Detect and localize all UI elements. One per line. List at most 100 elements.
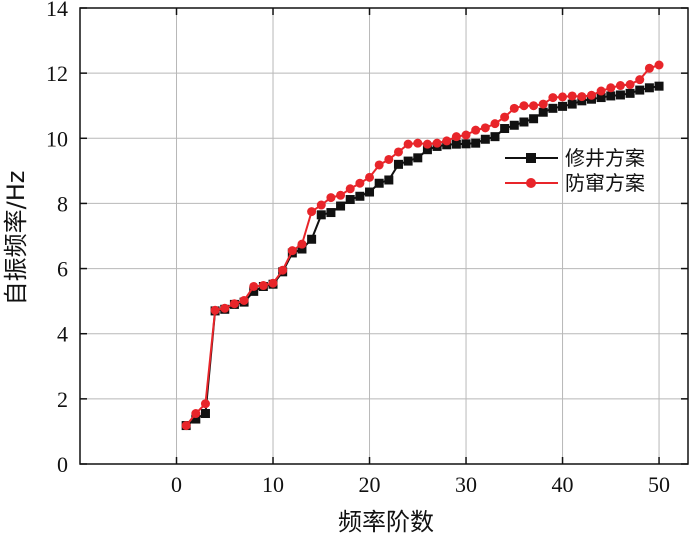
data-point [249,286,259,296]
data-point [336,190,346,200]
data-point [635,75,645,85]
data-point [644,83,654,93]
data-point [538,99,548,109]
data-point [297,244,307,254]
data-point [625,80,635,90]
x-tick-label: 10 [262,472,284,497]
data-point [606,91,616,101]
data-point [577,92,587,102]
legend-marker-series-2 [526,178,536,188]
data-point [558,92,568,102]
data-point [615,81,625,91]
data-point [480,134,490,144]
data-point [374,178,384,188]
y-axis-title: 自振频率/Hz [2,171,30,306]
data-point [297,239,307,249]
y-tick-labels: 0 2 4 6 8 10 12 14 [46,0,68,477]
series-line [185,85,660,427]
data-point [451,132,461,142]
data-point [490,119,500,129]
data-point [200,399,210,409]
data-point [374,160,384,170]
legend-label-series-1: 修井方案 [565,146,645,170]
data-point [249,281,259,291]
data-point [307,234,317,244]
x-tick-labels: 0 10 20 30 40 50 [171,472,670,497]
data-point [471,125,481,135]
legend-marker-series-1 [526,153,536,163]
data-point [471,138,481,148]
data-point [596,93,606,103]
data-point [200,409,210,419]
data-point [422,145,432,155]
data-point [529,101,539,111]
data-point [316,200,326,210]
data-point [355,191,365,201]
data-point [268,278,278,288]
data-point [413,153,423,163]
data-point [558,101,568,111]
y-tick-label: 4 [57,322,68,347]
data-point [210,305,220,315]
data-point [509,103,519,113]
data-point [567,91,577,101]
data-point [229,299,239,309]
legend: 修井方案 防窜方案 [505,146,645,195]
data-point [529,114,539,124]
y-tick-label: 12 [46,61,68,86]
data-point [509,120,519,130]
data-point [316,210,326,220]
data-point [278,265,288,275]
axis-ticks [80,7,688,465]
y-tick-label: 0 [57,452,68,477]
data-point [287,246,297,256]
y-tick-label: 2 [57,387,68,412]
data-point [644,63,654,73]
plot-frame [79,7,689,465]
data-point [548,103,558,113]
legend-item-series-1: 修井方案 [505,146,645,170]
data-point [239,295,249,305]
data-point [181,421,191,431]
data-point [307,207,317,217]
x-tick-label: 50 [648,472,670,497]
data-point [393,147,403,157]
data-point [461,130,471,140]
data-point [538,107,548,117]
data-point [519,117,529,127]
data-point [258,281,268,291]
x-tick-label: 30 [455,472,477,497]
data-point [220,303,230,313]
data-point [519,101,529,111]
data-point [596,86,606,96]
series-layer [181,60,664,431]
data-point [548,93,558,103]
data-point [403,156,413,166]
data-point [326,208,336,218]
data-point [345,184,355,194]
series-line [185,64,660,427]
data-point [442,136,452,146]
data-point [422,139,432,149]
data-point [191,409,201,419]
y-tick-label: 14 [46,0,68,21]
data-point [461,139,471,149]
data-point [336,201,346,211]
series-2 [181,60,664,431]
data-point [384,175,394,185]
data-point [654,81,664,91]
data-point [635,85,645,95]
data-point [365,187,375,197]
data-point [413,138,423,148]
data-point [384,154,394,164]
data-point [615,90,625,100]
data-point [586,90,596,100]
data-point [500,124,510,134]
data-point [654,60,664,70]
data-point [606,83,616,93]
y-tick-label: 6 [57,257,68,282]
legend-item-series-2: 防窜方案 [505,171,645,195]
data-point [393,159,403,169]
grid-lines [80,8,688,464]
